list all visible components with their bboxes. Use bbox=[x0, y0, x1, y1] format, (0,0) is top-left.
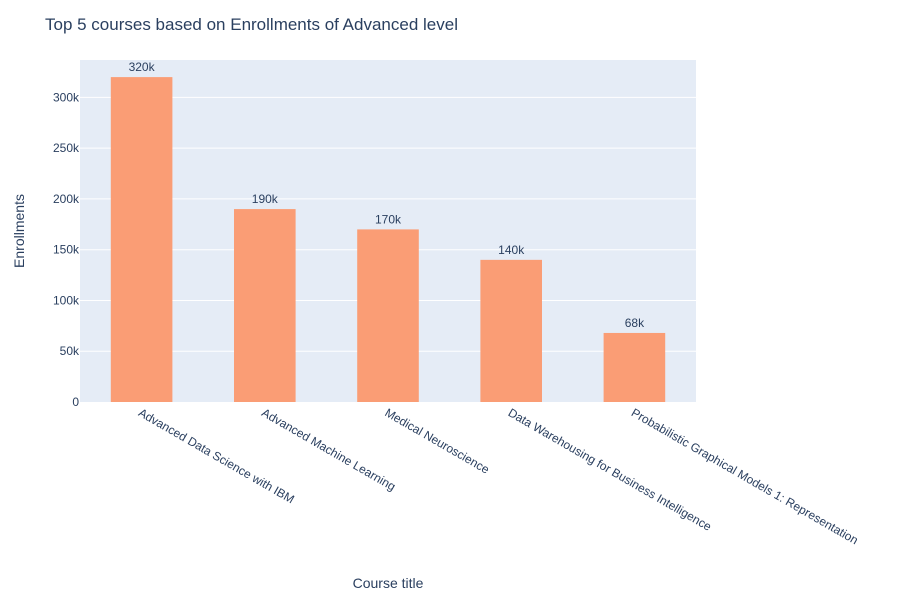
x-tick-label: Medical Neuroscience bbox=[383, 405, 493, 476]
y-tick-label: 0 bbox=[72, 395, 79, 409]
y-tick-label: 50k bbox=[60, 344, 80, 358]
x-tick-label: Advanced Machine Learning bbox=[259, 405, 398, 493]
bar[interactable] bbox=[357, 229, 419, 402]
bar-data-label: 140k bbox=[498, 243, 525, 257]
bar-data-label: 170k bbox=[375, 212, 402, 226]
bar[interactable] bbox=[110, 77, 173, 402]
y-tick-label: 300k bbox=[53, 90, 80, 104]
y-tick-label: 150k bbox=[53, 243, 80, 257]
y-tick-label: 100k bbox=[53, 293, 80, 307]
bar-data-label: 190k bbox=[252, 192, 279, 206]
bar-data-label: 68k bbox=[625, 316, 645, 330]
x-tick-label: Data Warehousing for Business Intelligen… bbox=[506, 405, 715, 533]
bar[interactable] bbox=[234, 209, 296, 402]
bar[interactable] bbox=[603, 332, 666, 402]
x-tick-label: Probabilistic Graphical Models 1: Repres… bbox=[629, 405, 861, 547]
bar-data-label: 320k bbox=[129, 60, 156, 74]
bar[interactable] bbox=[480, 259, 542, 402]
y-tick-label: 250k bbox=[53, 141, 80, 155]
x-axis-title: Course title bbox=[353, 575, 424, 591]
y-axis-title: Enrollments bbox=[11, 194, 27, 268]
chart-title: Top 5 courses based on Enrollments of Ad… bbox=[45, 15, 458, 34]
bar-data-labels: 320k 190k 170k 140k 68k bbox=[129, 60, 645, 330]
y-axis-ticks: 0 50k 100k 150k 200k 250k 300k bbox=[53, 90, 80, 409]
bars bbox=[110, 77, 666, 402]
y-tick-label: 200k bbox=[53, 192, 80, 206]
